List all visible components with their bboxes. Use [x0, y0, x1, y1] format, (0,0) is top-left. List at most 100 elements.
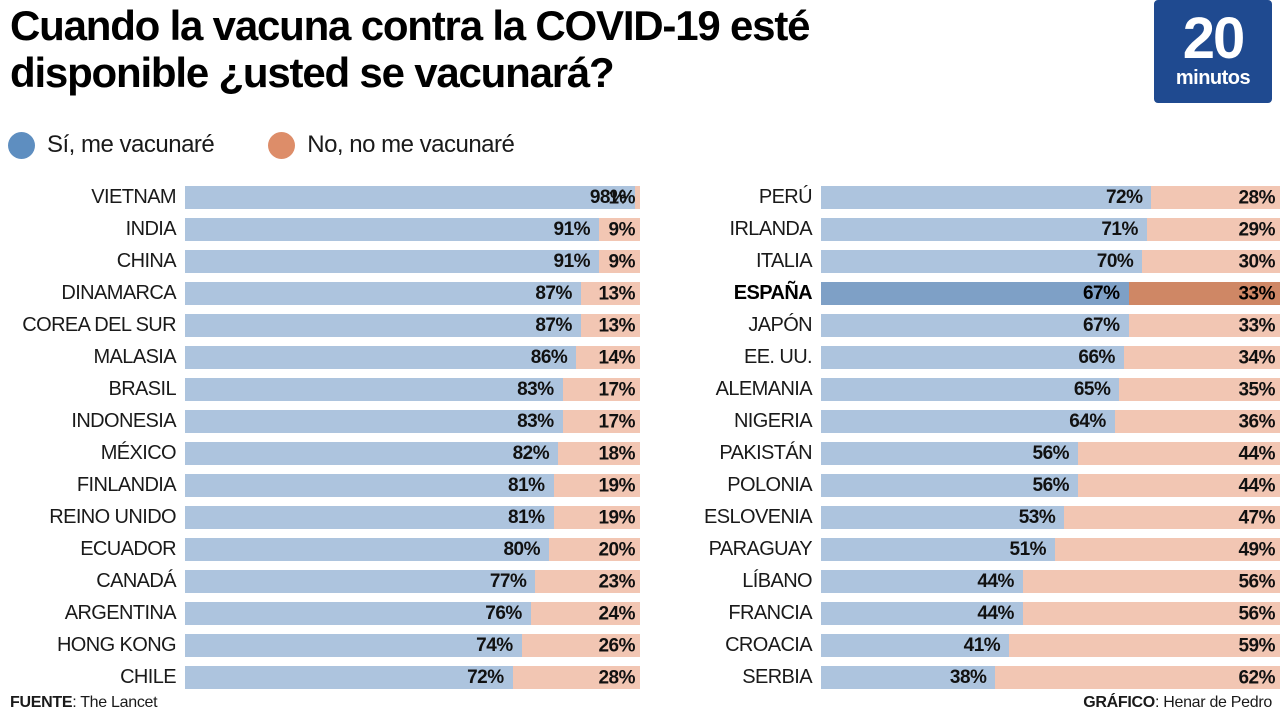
- stacked-bar: 56% 44%: [821, 442, 1280, 465]
- stacked-bar: 91% 9%: [185, 218, 640, 241]
- country-label: ARGENTINA: [64, 602, 177, 624]
- no-segment: [512, 666, 640, 689]
- country-label: REINO UNIDO: [49, 506, 176, 528]
- no-segment: [1128, 314, 1280, 337]
- bar-row: ESLOVENIA 53% 47%: [650, 506, 1280, 529]
- no-segment: [1064, 506, 1280, 529]
- yes-segment: 77%: [185, 570, 536, 593]
- stacked-bar: 51% 49%: [821, 538, 1280, 561]
- yes-segment: 41%: [821, 634, 1010, 657]
- stacked-bar: 66% 34%: [821, 346, 1280, 369]
- country-label: HONG KONG: [56, 634, 177, 656]
- stacked-bar: 67% 33%: [821, 282, 1280, 305]
- stacked-bar: 41% 59%: [821, 634, 1280, 657]
- yes-value: 65%: [1073, 379, 1111, 400]
- yes-value: 67%: [1082, 283, 1120, 304]
- no-value: 33%: [1238, 315, 1275, 336]
- stacked-bar: 87% 13%: [185, 282, 640, 305]
- title-line-1: Cuando la vacuna contra la COVID-19 esté: [10, 2, 810, 49]
- yes-segment: 65%: [821, 378, 1120, 401]
- yes-segment: 81%: [185, 474, 554, 497]
- bar-row: COREA DEL SUR 87% 13%: [0, 314, 640, 337]
- stacked-bar: 74% 26%: [185, 634, 640, 657]
- no-value: 17%: [598, 379, 635, 400]
- no-value: 13%: [598, 315, 635, 336]
- stacked-bar: 56% 44%: [821, 474, 1280, 497]
- yes-value: 66%: [1078, 347, 1115, 368]
- stacked-bar: 72% 28%: [821, 186, 1280, 209]
- no-value: 56%: [1238, 571, 1275, 592]
- no-segment: [580, 282, 640, 305]
- yes-segment: 67%: [821, 314, 1129, 337]
- stacked-bar: 71% 29%: [821, 218, 1280, 241]
- country-label: PARAGUAY: [708, 538, 813, 560]
- stacked-bar: 53% 47%: [821, 506, 1280, 529]
- no-segment: [1123, 346, 1280, 369]
- yes-segment: 56%: [821, 442, 1079, 465]
- country-label: CHINA: [116, 250, 177, 272]
- newspaper-logo: 20 minutos: [1154, 0, 1272, 103]
- no-segment: [599, 250, 640, 273]
- yes-value: 87%: [535, 283, 572, 304]
- no-value: 59%: [1238, 635, 1275, 656]
- title-line-2: disponible ¿usted se vacunará?: [10, 49, 615, 97]
- no-value: 33%: [1238, 283, 1275, 304]
- no-segment: [580, 314, 640, 337]
- country-label: PERÚ: [758, 186, 813, 208]
- logo-word: minutos: [1175, 67, 1251, 90]
- yes-segment: 53%: [821, 506, 1065, 529]
- no-swatch-icon: [268, 131, 296, 159]
- yes-value: 38%: [949, 667, 987, 688]
- no-value: 9%: [608, 219, 636, 240]
- yes-value: 98%: [589, 187, 627, 208]
- yes-segment: 67%: [821, 282, 1129, 305]
- country-label: INDIA: [125, 218, 177, 240]
- country-label: JAPÓN: [748, 314, 812, 336]
- stacked-bar: 87% 13%: [185, 314, 640, 337]
- yes-value: 83%: [517, 379, 554, 400]
- yes-value: 81%: [508, 475, 545, 496]
- no-value: 35%: [1238, 379, 1275, 400]
- yes-segment: 81%: [185, 506, 554, 529]
- no-segment: [1142, 250, 1280, 273]
- no-value: 17%: [598, 411, 635, 432]
- stacked-bar: 76% 24%: [185, 602, 640, 625]
- no-value: 62%: [1238, 667, 1275, 688]
- yes-value: 74%: [476, 635, 513, 656]
- stacked-bar: 65% 35%: [821, 378, 1280, 401]
- bar-row: INDONESIA 83% 17%: [0, 410, 640, 433]
- no-segment: [1128, 282, 1280, 305]
- bar-row: PARAGUAY 51% 49%: [650, 538, 1280, 561]
- no-value: 24%: [598, 603, 635, 624]
- no-value: 19%: [598, 475, 635, 496]
- yes-segment: 87%: [185, 282, 581, 305]
- country-label: FRANCIA: [728, 602, 812, 624]
- no-segment: [1078, 442, 1280, 465]
- yes-segment: 56%: [821, 474, 1079, 497]
- yes-segment: 80%: [185, 538, 549, 561]
- stacked-bar: 64% 36%: [821, 410, 1280, 433]
- yes-segment: 72%: [185, 666, 513, 689]
- yes-segment: 38%: [821, 666, 996, 689]
- stacked-bar: 67% 33%: [821, 314, 1280, 337]
- no-value: 29%: [1238, 219, 1275, 240]
- no-segment: [1055, 538, 1280, 561]
- yes-value: 80%: [503, 539, 540, 560]
- country-label: ESLOVENIA: [704, 506, 813, 528]
- bar-row: POLONIA 56% 44%: [650, 474, 1280, 497]
- yes-segment: 87%: [185, 314, 581, 337]
- no-value: 14%: [598, 347, 635, 368]
- no-value: 34%: [1238, 347, 1275, 368]
- yes-value: 44%: [977, 571, 1014, 592]
- no-segment: [1146, 218, 1280, 241]
- yes-segment: 51%: [821, 538, 1056, 561]
- no-segment: [1022, 602, 1280, 625]
- country-label: MALASIA: [93, 346, 177, 368]
- bar-row: LÍBANO 44% 56%: [650, 570, 1280, 593]
- no-segment: [558, 442, 640, 465]
- no-value: 28%: [598, 667, 635, 688]
- yes-segment: 91%: [185, 218, 600, 241]
- yes-value: 77%: [489, 571, 527, 592]
- no-segment: [995, 666, 1280, 689]
